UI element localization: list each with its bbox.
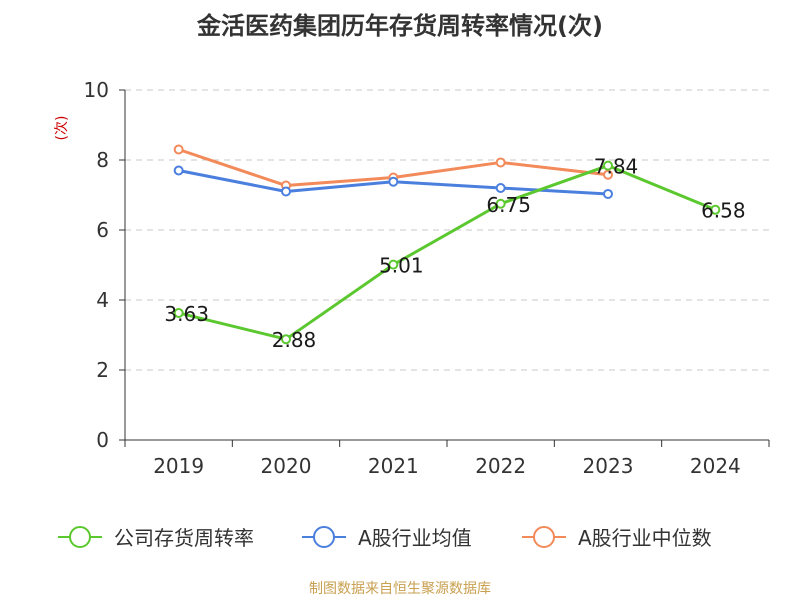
data-label: 6.58	[701, 199, 746, 223]
y-axis-label: (次)	[54, 116, 70, 141]
data-point	[710, 204, 721, 215]
data-label: 5.01	[379, 254, 424, 278]
data-point	[388, 259, 399, 270]
data-label: 7.84	[594, 155, 639, 179]
data-point	[388, 176, 399, 187]
data-point	[173, 307, 184, 318]
y-tick-label: 4	[96, 288, 109, 312]
chart-title: 金活医药集团历年存货周转率情况(次)	[197, 12, 603, 40]
x-tick-label: 2019	[153, 454, 204, 478]
data-point	[173, 165, 184, 176]
data-label: 3.63	[164, 302, 209, 326]
data-point	[603, 160, 613, 171]
legend: 公司存货周转率 A股行业均值 A股行业中位数	[58, 526, 712, 550]
legend-label: 公司存货周转率	[114, 526, 254, 550]
series-group: 3.63 2.88 5.01 6.75 7.84 6.58	[164, 144, 746, 352]
legend-marker	[313, 526, 335, 548]
data-source-footer: 制图数据来自恒生聚源数据库	[309, 581, 491, 597]
data-point	[603, 169, 613, 180]
axes: 0 2 4 6 8 10 2019 2020 2021 2022 2023 2024	[84, 78, 770, 478]
x-tick-label: 2021	[368, 454, 419, 478]
data-point	[281, 334, 291, 345]
legend-marker	[69, 526, 91, 548]
y-tick-label: 6	[96, 218, 109, 242]
y-tick-label: 2	[96, 358, 109, 382]
data-point	[495, 183, 506, 193]
data-label: 2.88	[272, 328, 317, 352]
grid-lines	[125, 89, 769, 371]
x-tick-label: 2023	[583, 454, 634, 478]
data-point	[281, 186, 291, 197]
y-tick-label: 10	[84, 78, 109, 102]
data-point	[173, 144, 184, 155]
data-point	[495, 198, 506, 209]
data-point	[603, 188, 613, 199]
data-label: 6.75	[486, 193, 531, 217]
legend-marker	[533, 526, 555, 548]
series-line	[178, 164, 716, 341]
legend-label: A股行业中位数	[578, 526, 712, 550]
legend-label: A股行业均值	[358, 526, 472, 550]
x-tick-label: 2020	[261, 454, 312, 478]
x-tick-label: 2024	[690, 454, 741, 478]
data-point	[495, 157, 506, 168]
y-tick-label: 8	[96, 148, 109, 172]
x-tick-label: 2022	[475, 454, 526, 478]
y-tick-label: 0	[96, 428, 109, 452]
